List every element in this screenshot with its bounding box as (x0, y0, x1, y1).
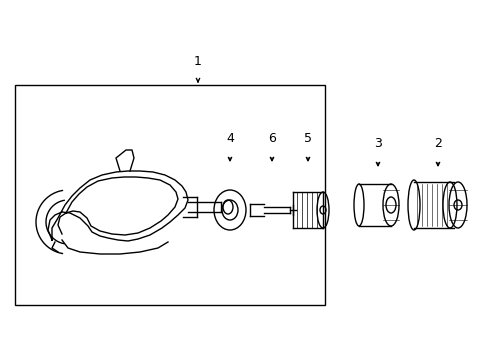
Text: 4: 4 (225, 132, 233, 145)
Text: 5: 5 (304, 132, 311, 145)
Text: 2: 2 (433, 137, 441, 150)
Text: 6: 6 (267, 132, 275, 145)
Text: 3: 3 (373, 137, 381, 150)
Bar (15, 85, 325, 305)
Text: 1: 1 (194, 55, 202, 68)
